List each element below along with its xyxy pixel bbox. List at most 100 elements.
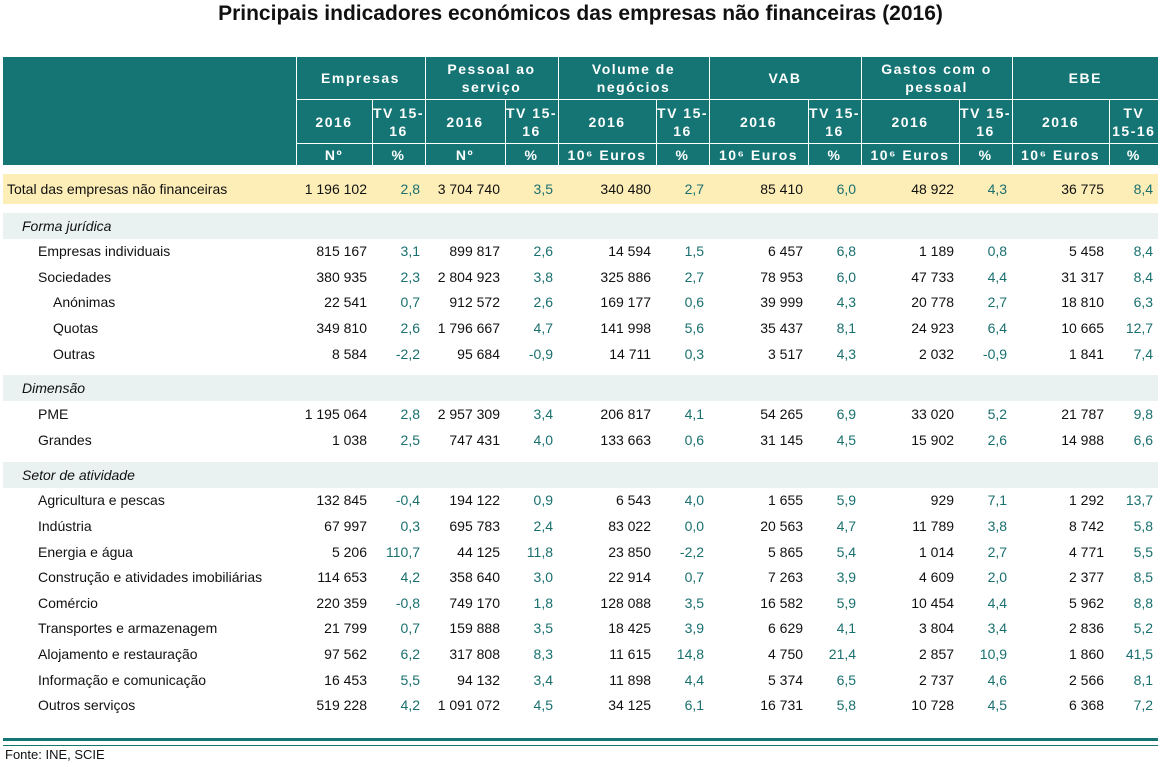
rate-cell: 12,7 (1125, 320, 1154, 337)
value-cell: 31 317 (1061, 268, 1105, 285)
bottom-rule (3, 738, 1158, 746)
year-header: 2016 (709, 99, 809, 144)
row-label: Anónimas (53, 294, 116, 311)
value-cell: 16 731 (760, 697, 804, 714)
value-cell: 6 368 (1069, 697, 1105, 714)
value-cell: 39 999 (760, 294, 804, 311)
rate-cell: 5,6 (684, 320, 705, 337)
rate-cell: 41,5 (1125, 646, 1154, 663)
source-note: Fonte: INE, SCIE (5, 747, 105, 762)
rate-header: TV 15-16 (656, 99, 710, 144)
rate-cell: 2,0 (987, 569, 1008, 586)
rate-cell: 5,5 (1133, 543, 1154, 560)
row-label: Grandes (38, 431, 92, 448)
rate-cell: 5,9 (836, 594, 857, 611)
row-label: Outros serviços (38, 697, 136, 714)
rate-cell: 2,6 (987, 431, 1008, 448)
value-cell: 159 888 (449, 620, 500, 637)
rate-cell: 2,8 (372, 173, 425, 204)
value-cell: 899 817 (449, 243, 500, 260)
rate-cell: 3,4 (987, 620, 1008, 637)
rate-cell: 2,6 (533, 294, 554, 311)
value-cell: 325 886 (600, 268, 652, 285)
rate-cell: -2,2 (395, 345, 420, 362)
rate-cell: -0,8 (395, 594, 420, 611)
year-header: 2016 (1012, 99, 1110, 144)
value-cell: 206 817 (600, 406, 652, 423)
value-cell: 20 778 (911, 294, 955, 311)
value-cell: 749 170 (449, 594, 500, 611)
unit-header: % (505, 143, 559, 165)
rate-cell: 4,5 (987, 697, 1008, 714)
rate-cell: 0,6 (684, 431, 705, 448)
rate-cell: 0,7 (400, 294, 420, 311)
row-label: Alojamento e restauração (38, 646, 198, 663)
value-cell: 1 196 102 (296, 173, 372, 204)
value-cell: 67 997 (324, 518, 367, 535)
rate-cell: 0,0 (684, 518, 705, 535)
value-cell: 5 374 (767, 671, 804, 688)
value-cell: 83 022 (608, 518, 652, 535)
rate-cell: 8,5 (1133, 569, 1154, 586)
rate-header: TV 15-16 (372, 99, 426, 144)
value-cell: 8 742 (1069, 518, 1105, 535)
table-row: Energia e água 5 206 110,7 44 125 11,8 23 850… (3, 539, 1158, 565)
value-cell: 2 032 (918, 345, 955, 362)
value-cell: 2 836 (1069, 620, 1105, 637)
table-row: Sociedades 380 935 2,3 2 804 923 3,8 325 886 2… (3, 264, 1158, 290)
rate-cell: 3,5 (684, 594, 705, 611)
section-title: Dimensão (3, 375, 296, 402)
value-cell: 519 228 (316, 697, 367, 714)
rate-cell: 2,4 (533, 518, 554, 535)
rate-cell: 4,5 (533, 697, 554, 714)
rate-cell: -0,9 (528, 345, 554, 362)
rate-cell: 3,8 (987, 518, 1008, 535)
rate-cell: 5,5 (400, 671, 420, 688)
rate-cell: 8,1 (1133, 671, 1154, 688)
value-cell: 14 988 (1061, 431, 1105, 448)
value-cell: 317 808 (449, 646, 500, 663)
section-title: Setor de atividade (3, 461, 296, 488)
rate-cell: 14,8 (676, 646, 705, 663)
value-cell: 695 783 (449, 518, 500, 535)
value-cell: 2 857 (918, 646, 955, 663)
value-cell: 2 737 (918, 671, 955, 688)
rate-cell: 4,4 (987, 268, 1008, 285)
rate-cell: 7,1 (987, 492, 1008, 509)
rate-cell: 2,7 (684, 268, 705, 285)
rate-cell: 4,0 (684, 492, 705, 509)
value-cell: 380 935 (316, 268, 367, 285)
rate-cell: 0,7 (684, 569, 705, 586)
rate-cell: 6,8 (836, 243, 857, 260)
value-cell: 114 653 (317, 569, 367, 586)
value-cell: 22 914 (608, 569, 652, 586)
rate-cell: 4,1 (836, 620, 857, 637)
value-cell: 33 020 (911, 406, 955, 423)
rate-cell: 4,1 (684, 406, 705, 423)
table-row: PME 1 195 064 2,8 2 957 309 3,4 206 817 4,1 54 … (3, 401, 1158, 427)
row-label: Informação e comunicação (38, 671, 207, 688)
value-cell: 14 594 (608, 243, 652, 260)
rate-cell: 10,9 (979, 646, 1008, 663)
row-label: Sociedades (38, 268, 112, 285)
rate-cell: 11,8 (526, 543, 554, 560)
value-cell: 220 359 (316, 594, 367, 611)
value-cell: 340 480 (558, 173, 657, 204)
value-cell: 5 865 (767, 543, 804, 560)
value-cell: 36 775 (1012, 173, 1110, 204)
rate-cell: 4,3 (959, 173, 1013, 204)
rate-cell: -0,9 (982, 345, 1008, 362)
total-row: Total das empresas não financeiras 1 196 … (3, 173, 1159, 204)
table-row: Grandes 1 038 2,5 747 431 4,0 133 663 0,6 31 14… (3, 427, 1158, 453)
rate-cell: 2,8 (400, 406, 420, 423)
table-row: Anónimas 22 541 0,7 912 572 2,6 169 177 0,6 39 … (3, 290, 1158, 316)
rate-cell: 3,4 (533, 671, 554, 688)
value-cell: 6 457 (767, 243, 804, 260)
value-cell: 1 655 (767, 492, 804, 509)
value-cell: 10 665 (1061, 320, 1105, 337)
table-row: Quotas 349 810 2,6 1 796 667 4,7 141 998 5,6 35… (3, 315, 1158, 341)
rate-cell: 4,6 (987, 671, 1008, 688)
value-cell: 18 810 (1061, 294, 1105, 311)
unit-header: % (808, 143, 862, 165)
rate-cell: 8,4 (1133, 243, 1154, 260)
